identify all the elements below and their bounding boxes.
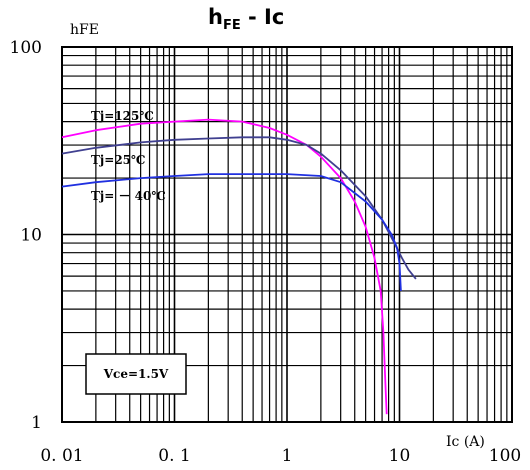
series-line-2 xyxy=(61,173,402,291)
plot-frame xyxy=(61,46,513,423)
y-tick-label: 10 xyxy=(20,226,42,246)
series-label-minus40: Tj= － 40℃ xyxy=(91,189,166,203)
x-axis-label: Ic (A) xyxy=(446,434,485,450)
y-axis-label: hFE xyxy=(70,22,99,38)
series-lines xyxy=(61,118,417,415)
condition-box xyxy=(85,353,187,395)
grid xyxy=(61,46,513,423)
y-tick-label: 1 xyxy=(31,413,42,433)
series-label-25: Tj=25℃ xyxy=(91,153,145,167)
x-tick-label: 100 xyxy=(489,446,521,466)
series-label-125: Tj=125℃ xyxy=(91,109,154,123)
condition-label: Vce=1.5V xyxy=(103,367,169,381)
x-tick-label: 0. 01 xyxy=(40,446,83,466)
tick-labels: 0. 01 0. 1 1 10 100 100 10 1 xyxy=(10,38,522,466)
y-tick-label: 100 xyxy=(10,38,42,58)
x-tick-label: 10 xyxy=(389,446,411,466)
x-tick-label: 1 xyxy=(282,446,293,466)
x-tick-label: 0. 1 xyxy=(158,446,190,466)
series-line-0 xyxy=(61,118,388,415)
chart-title: hFE - Ic xyxy=(208,5,284,33)
